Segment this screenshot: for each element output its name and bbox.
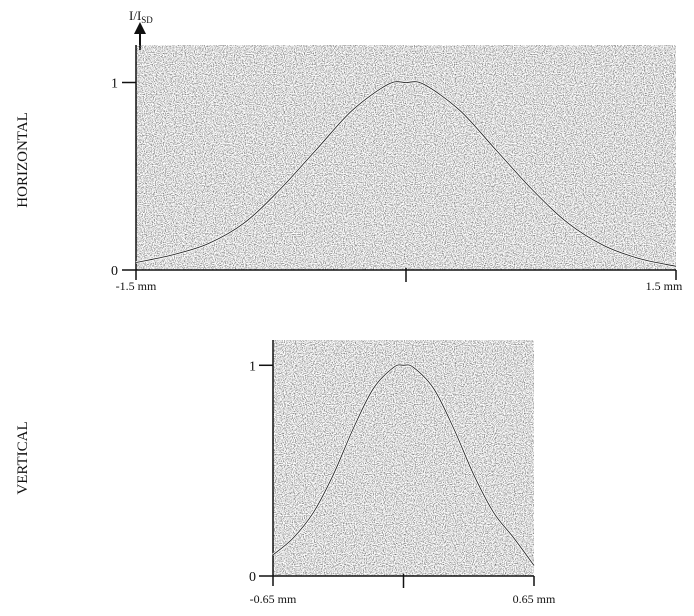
vertical-profile-chart: VERTICAL 0 1 -0.65 mm 0.65 mm xyxy=(15,340,556,606)
y-tick-label: 0 xyxy=(111,264,118,279)
y-quantity-main: I/I xyxy=(129,8,141,23)
x-tick-label: 0.65 mm xyxy=(513,592,556,606)
vertical-panel-label: VERTICAL xyxy=(15,421,31,494)
horizontal-profile-chart: HORIZONTAL I/ISD 0 1 -1.5 mm 1.5 mm xyxy=(15,8,683,293)
x-tick-label: -1.5 mm xyxy=(116,279,157,293)
horizontal-panel-label: HORIZONTAL xyxy=(15,112,31,207)
y-quantity-subscript: SD xyxy=(141,15,153,25)
y-tick-label: 1 xyxy=(111,77,118,92)
x-tick-label: 1.5 mm xyxy=(646,279,683,293)
svg-text:I/ISD: I/ISD xyxy=(129,8,153,25)
plot-background xyxy=(136,45,676,270)
plot-background xyxy=(273,340,534,576)
horizontal-profile-line-core xyxy=(135,81,677,267)
vertical-profile-line-core xyxy=(272,364,535,566)
y-tick-label: 1 xyxy=(249,359,256,374)
up-arrow-icon xyxy=(134,22,146,34)
y-quantity-label: I/ISD xyxy=(129,8,153,50)
y-tick-label: 0 xyxy=(249,570,256,585)
x-tick-label: -0.65 mm xyxy=(250,592,297,606)
